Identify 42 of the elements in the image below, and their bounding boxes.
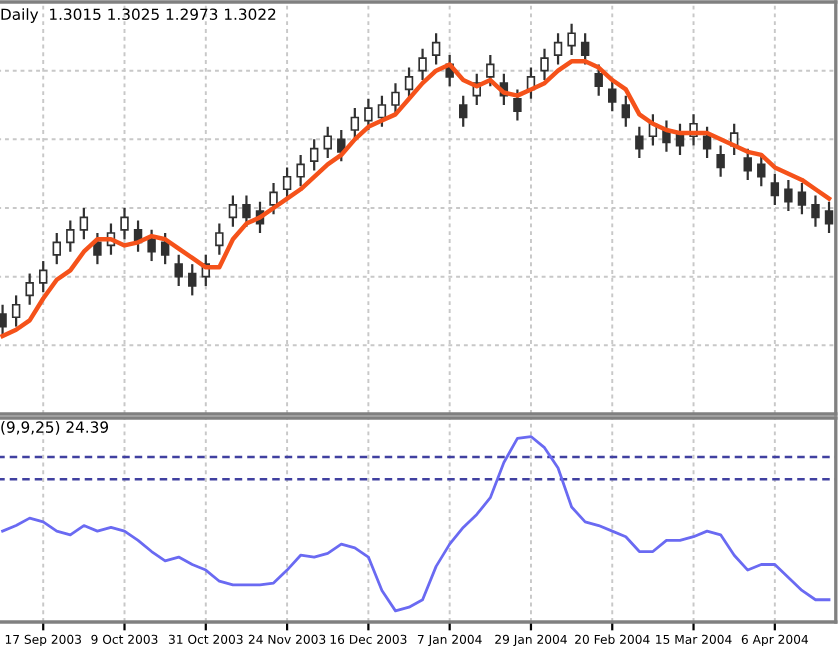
candlestick	[513, 88, 522, 122]
candlestick	[635, 125, 644, 160]
candlestick	[79, 206, 89, 241]
candlestick	[540, 47, 549, 82]
candlestick	[486, 53, 495, 88]
candlestick	[188, 263, 197, 297]
candlestick	[553, 32, 563, 66]
candlestick	[404, 66, 414, 100]
candlestick	[743, 147, 752, 182]
candlestick	[594, 63, 603, 97]
candlestick	[228, 194, 238, 228]
candlestick	[296, 153, 305, 188]
candlestick	[350, 107, 360, 141]
candlestick	[147, 228, 156, 263]
candlestick	[418, 47, 427, 82]
candlestick	[716, 144, 725, 178]
candlestick	[337, 128, 346, 163]
candlestick	[323, 125, 332, 160]
candlestick	[824, 200, 834, 235]
candlestick	[811, 194, 820, 228]
candlestick	[377, 94, 387, 128]
candlestick	[309, 138, 319, 172]
candlestick	[391, 82, 400, 116]
candlestick	[784, 178, 793, 213]
candlestick	[66, 219, 75, 253]
candlestick	[757, 153, 766, 188]
candlestick	[174, 253, 183, 288]
candlestick	[215, 222, 224, 256]
candlestick	[93, 231, 102, 266]
candlestick	[25, 272, 34, 306]
candlestick	[797, 181, 807, 216]
candlestick	[269, 181, 278, 216]
candlestick	[458, 94, 468, 128]
candlestick	[621, 94, 631, 128]
candlestick	[431, 32, 441, 66]
candlestick	[52, 231, 61, 266]
candlestick	[11, 294, 21, 328]
candlestick	[0, 303, 7, 338]
candlestick	[702, 125, 712, 160]
candlestick	[160, 231, 170, 266]
candlestick	[242, 194, 251, 228]
candlestick	[567, 22, 576, 57]
